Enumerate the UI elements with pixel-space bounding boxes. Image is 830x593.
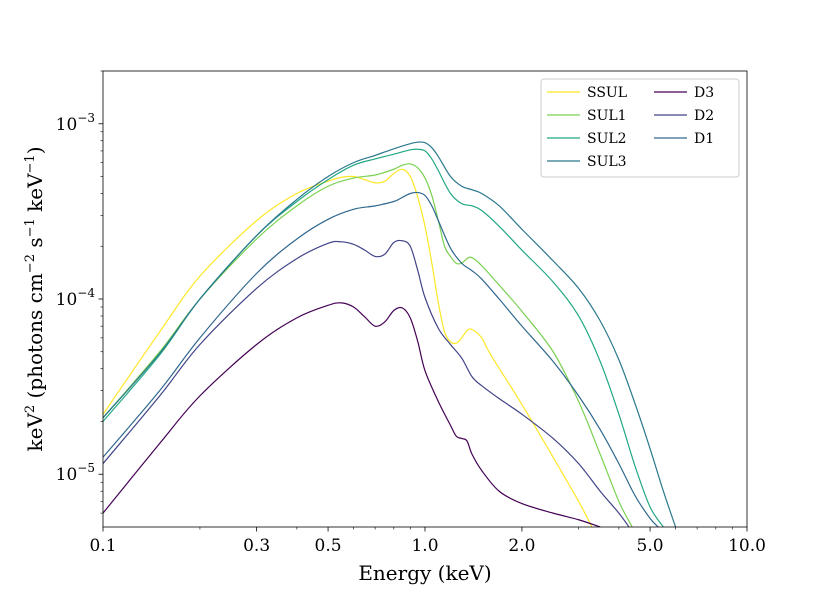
x-axis-ticks: 0.1 0.3 0.5 1.0 2.0 5.0 10.0 (89, 527, 766, 556)
legend-label-d3: D3 (694, 85, 714, 101)
x-tick-label: 1.0 (411, 536, 438, 556)
series-line-sul1 (103, 163, 633, 527)
x-axis-label: Energy (keV) (358, 561, 491, 585)
legend-label-ssul: SSUL (587, 85, 627, 101)
series-line-sul2 (103, 148, 664, 527)
x-tick-label: 10.0 (728, 536, 766, 556)
y-tick-label: 10−4 (56, 286, 96, 310)
legend-label-d2: D2 (694, 108, 714, 124)
series-line-sul3 (103, 141, 677, 527)
y-tick-label: 10−3 (56, 111, 95, 135)
legend-label-sul1: SUL1 (587, 108, 627, 124)
legend-entries: SSUL SUL1 SUL2 SUL3 D3 D2 D1 (547, 85, 714, 170)
series-line-ssul (103, 168, 593, 527)
legend-label-sul3: SUL3 (587, 154, 627, 170)
x-tick-label: 0.5 (315, 536, 342, 556)
y-axis-label: keV2 (photons cm−2 s−1 keV−1) (23, 146, 47, 451)
legend-label-d1: D1 (694, 131, 714, 147)
x-tick-label: 0.3 (243, 536, 270, 556)
series-group (103, 141, 677, 527)
x-tick-label: 2.0 (508, 536, 535, 556)
x-tick-label: 5.0 (637, 536, 664, 556)
series-line-d2 (103, 239, 630, 527)
y-axis-ticks: 10−5 10−4 10−3 (56, 70, 103, 514)
x-tick-label: 0.1 (89, 536, 116, 556)
series-line-d3 (103, 302, 601, 527)
y-tick-label: 10−5 (56, 461, 95, 485)
legend: SSUL SUL1 SUL2 SUL3 D3 D2 D1 (540, 78, 740, 178)
legend-frame (540, 78, 740, 178)
series-line-d1 (103, 191, 659, 527)
legend-label-sul2: SUL2 (587, 131, 627, 147)
